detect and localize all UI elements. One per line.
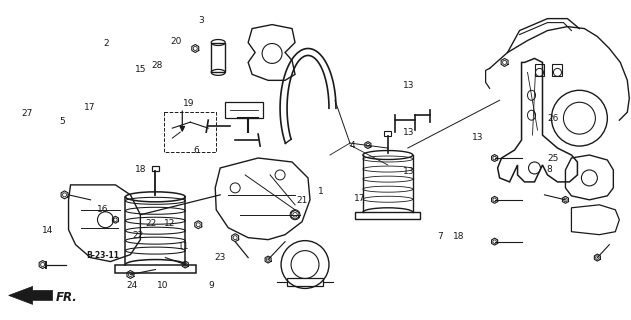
- Text: 7: 7: [437, 232, 443, 241]
- Text: 17: 17: [354, 194, 365, 203]
- Text: 18: 18: [134, 165, 146, 174]
- Text: 8: 8: [547, 165, 553, 174]
- Bar: [287, 278, 323, 286]
- Text: 16: 16: [97, 205, 109, 214]
- Text: 12: 12: [163, 219, 175, 228]
- Text: 13: 13: [403, 128, 415, 137]
- Text: 3: 3: [198, 16, 204, 25]
- Polygon shape: [9, 286, 52, 304]
- Text: 22: 22: [133, 231, 144, 240]
- Bar: [211, 43, 225, 72]
- Text: 13: 13: [403, 167, 415, 176]
- Text: 4: 4: [349, 141, 355, 150]
- Text: 11: 11: [177, 242, 189, 251]
- Text: 13: 13: [472, 133, 484, 142]
- Text: 17: 17: [85, 103, 96, 112]
- Bar: [152, 166, 159, 171]
- Text: 6: 6: [193, 146, 199, 155]
- Text: 22: 22: [145, 219, 156, 228]
- Text: 21: 21: [296, 196, 307, 205]
- Text: 24: 24: [126, 281, 138, 290]
- Bar: [115, 265, 196, 273]
- Text: B-23-11: B-23-11: [86, 251, 119, 260]
- Text: 13: 13: [403, 81, 415, 90]
- Bar: [355, 212, 420, 219]
- Text: 10: 10: [157, 281, 169, 290]
- Text: 19: 19: [182, 99, 194, 108]
- Text: 26: 26: [548, 114, 559, 123]
- Bar: [384, 131, 391, 136]
- Text: 5: 5: [59, 117, 65, 126]
- Text: FR.: FR.: [56, 291, 78, 304]
- Text: 23: 23: [214, 253, 225, 262]
- Text: 1: 1: [317, 188, 324, 196]
- Bar: [164, 112, 216, 152]
- Text: 25: 25: [548, 154, 559, 163]
- Text: 28: 28: [151, 60, 163, 69]
- Text: 14: 14: [42, 226, 54, 235]
- Bar: [534, 64, 545, 76]
- Text: 20: 20: [170, 37, 182, 46]
- Text: 2: 2: [103, 39, 109, 48]
- Text: 9: 9: [209, 281, 215, 290]
- Bar: [553, 64, 562, 76]
- Text: 27: 27: [21, 109, 33, 118]
- Text: 18: 18: [453, 232, 465, 241]
- Text: 15: 15: [134, 65, 146, 74]
- Bar: [225, 102, 263, 118]
